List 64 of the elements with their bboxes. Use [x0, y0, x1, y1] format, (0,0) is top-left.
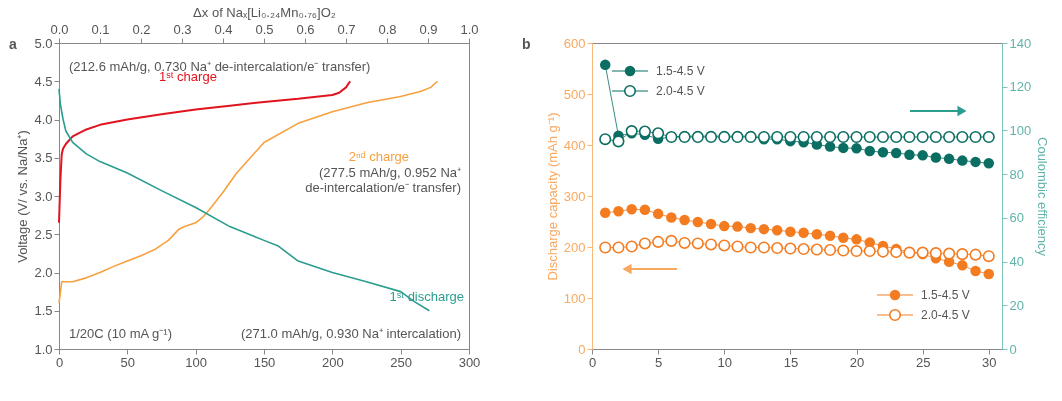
text: b	[522, 36, 531, 52]
legend-label: 2.0-4.5 V	[921, 308, 970, 322]
x-tick-label: 200	[321, 354, 344, 370]
legend-label: 1.5-4.5 V	[921, 288, 970, 302]
y2-tick-label: 40	[1009, 254, 1024, 270]
text: a	[9, 36, 17, 52]
x-tick-label: 15	[783, 354, 799, 370]
x-tick-label: 30	[982, 354, 997, 370]
x-tick-label: 5	[655, 354, 663, 370]
x2-tick-label: 0.4	[214, 21, 233, 37]
x-tick-label: 100	[185, 354, 208, 370]
x2-tick-label: 0.2	[132, 21, 151, 37]
y-axis-title: Discharge capacity (mAh g⁻¹)	[544, 112, 560, 281]
annotation: 2ⁿᵈ charge	[348, 149, 409, 164]
x-tick-label: 50	[120, 354, 136, 370]
x2-tick-label: 0.3	[173, 21, 192, 37]
y-tick-label: 4.0	[34, 112, 53, 127]
y2-tick-label: 0	[1009, 341, 1017, 357]
x2-tick-label: 0.5	[255, 21, 274, 37]
x2-tick-label: 1.0	[460, 21, 479, 37]
x2-tick-label: 0.1	[91, 21, 110, 37]
x2-tick-label: 0.8	[378, 21, 397, 37]
y-tick-label: 5.0	[34, 35, 53, 51]
annotation: (277.5 mAh/g, 0.952 Na⁺ de-intercalation/e⁻ transfer)	[305, 165, 461, 195]
y-axis-title: Voltage (V/ vs. Na/Na⁺)	[15, 130, 31, 263]
x2-tick-label: 0.9	[419, 21, 438, 37]
x2-tick-label: 0.0	[50, 21, 69, 37]
y-tick-label: 100	[563, 290, 586, 306]
annotation: 1ˢᵗ discharge	[389, 289, 464, 304]
y-tick-label: 600	[563, 35, 586, 51]
y-tick-label: 400	[563, 137, 586, 153]
x-tick-label: 10	[717, 354, 732, 370]
x-tick-label: 0	[588, 354, 597, 370]
legend-label: 1.5-4.5 V	[656, 64, 705, 78]
x-tick-label: 20	[849, 354, 865, 370]
y-tick-label: 1.5	[34, 303, 53, 319]
y2-tick-label: 80	[1009, 166, 1024, 182]
y-tick-label: 200	[563, 239, 586, 255]
x2-tick-label: 0.7	[337, 21, 356, 37]
x-tick-label: 300	[458, 354, 481, 370]
x2-axis-title: Δx of Naₓ[Li₀.₂₄Mn₀.₇₆]O₂	[193, 4, 336, 20]
y2-tick-label: 20	[1009, 297, 1024, 313]
x-tick-label: 250	[390, 354, 413, 370]
y2-tick-label: 140	[1009, 35, 1032, 51]
legend-label: 2.0-4.5 V	[656, 84, 705, 98]
annotation: 1/20C (10 mA g⁻¹)	[69, 326, 172, 341]
y-tick-label: 300	[563, 188, 586, 204]
y-tick-label: 3.0	[34, 188, 53, 204]
x2-tick-label: 0.6	[296, 21, 315, 37]
y-tick-label: 4.5	[34, 73, 53, 89]
x-tick-label: 25	[915, 354, 931, 370]
y-tick-label: 0	[578, 341, 586, 357]
x-tick-label: 0	[55, 354, 64, 370]
y2-axis-title: Coulombic efficiency	[1035, 137, 1051, 257]
y2-tick-label: 120	[1009, 79, 1032, 95]
y-tick-label: 2.0	[34, 265, 53, 280]
y-tick-label: 2.5	[34, 226, 53, 242]
y-tick-label: 500	[563, 86, 586, 102]
y2-tick-label: 60	[1009, 210, 1024, 226]
x-tick-label: 150	[253, 354, 276, 370]
y2-tick-label: 100	[1009, 122, 1032, 138]
y-tick-label: 3.5	[34, 150, 53, 166]
y-tick-label: 1.0	[34, 341, 53, 357]
annotation: (271.0 mAh/g, 0.930 Na⁺ intercalation)	[240, 326, 461, 341]
